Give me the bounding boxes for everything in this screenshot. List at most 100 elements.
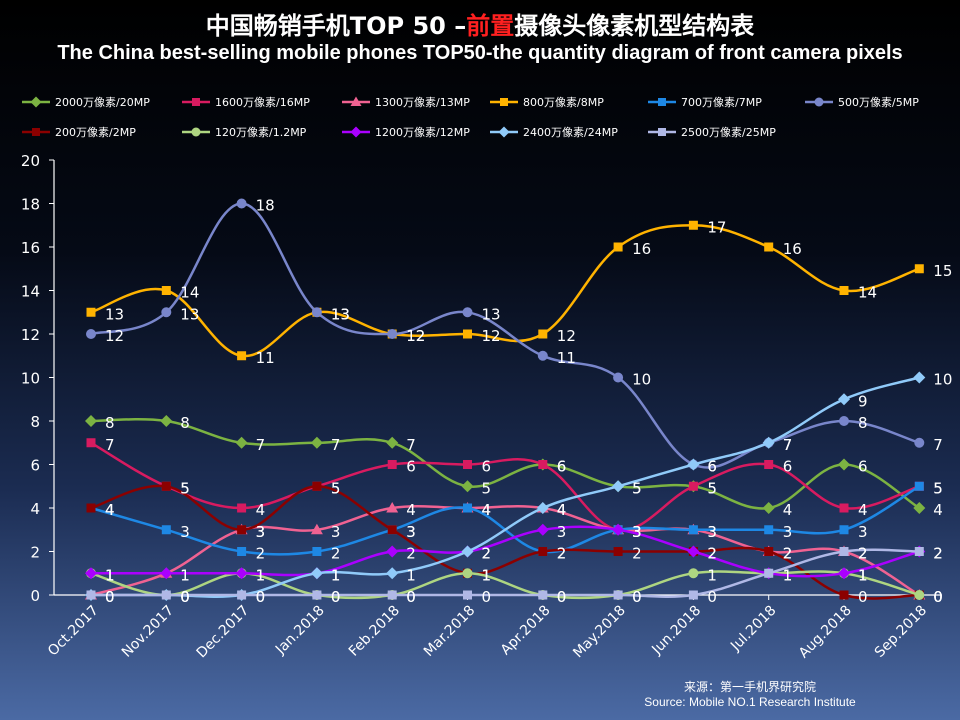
data-label: 3 bbox=[632, 523, 642, 541]
data-label: 6 bbox=[557, 458, 567, 476]
data-label: 5 bbox=[933, 479, 943, 497]
data-label: 4 bbox=[933, 501, 943, 519]
data-label: 12 bbox=[406, 327, 425, 345]
series bbox=[86, 438, 924, 535]
data-point bbox=[85, 567, 97, 580]
data-point bbox=[914, 481, 924, 491]
legend-swatch-marker bbox=[658, 98, 666, 106]
data-point bbox=[538, 590, 548, 600]
data-point bbox=[762, 502, 775, 514]
legend-item: 200万像素/2MP bbox=[22, 126, 136, 139]
data-point bbox=[235, 567, 248, 580]
data-label: 0 bbox=[406, 588, 416, 606]
legend-label: 800万像素/8MP bbox=[523, 96, 604, 109]
data-label: 0 bbox=[180, 588, 190, 606]
legend-swatch-marker bbox=[350, 96, 362, 106]
data-point bbox=[914, 590, 925, 600]
data-point bbox=[839, 286, 849, 295]
data-label: 4 bbox=[256, 501, 266, 519]
chart-title: 中国畅销手机TOP 50 –前置摄像头像素机型结构表 bbox=[0, 6, 960, 41]
data-point bbox=[161, 481, 171, 491]
data-point bbox=[687, 458, 700, 471]
legend-item: 2400万像素/24MP bbox=[490, 126, 618, 139]
data-label: 12 bbox=[557, 327, 576, 345]
data-label: 6 bbox=[858, 458, 868, 476]
data-label: 7 bbox=[783, 436, 793, 454]
x-tick-label: Sep.2018 bbox=[872, 603, 930, 661]
data-label: 3 bbox=[632, 523, 642, 541]
y-tick-label: 10 bbox=[21, 370, 40, 388]
legend-swatch-marker bbox=[192, 98, 200, 106]
data-point bbox=[86, 307, 96, 317]
x-tick-label: Aug.2018 bbox=[796, 603, 855, 662]
data-label: 3 bbox=[858, 523, 868, 541]
data-label: 3 bbox=[406, 523, 416, 541]
data-label: 16 bbox=[783, 240, 802, 258]
data-label: 6 bbox=[557, 458, 567, 476]
data-point bbox=[839, 525, 849, 535]
data-label: 13 bbox=[105, 305, 124, 323]
data-point bbox=[537, 350, 548, 361]
data-label: 8 bbox=[105, 414, 115, 432]
data-point bbox=[838, 458, 850, 471]
data-point bbox=[612, 523, 625, 536]
data-point bbox=[613, 590, 623, 600]
data-point bbox=[764, 547, 774, 556]
data-point bbox=[463, 503, 472, 513]
data-label: 7 bbox=[256, 436, 266, 454]
data-label: 2 bbox=[406, 545, 416, 563]
data-label: 0 bbox=[256, 588, 266, 606]
data-label: 18 bbox=[256, 197, 275, 215]
data-point bbox=[538, 329, 548, 339]
data-label: 11 bbox=[557, 349, 576, 367]
y-tick-label: 0 bbox=[30, 587, 40, 605]
data-label: 4 bbox=[406, 501, 416, 519]
x-tick-label: May.2018 bbox=[570, 603, 629, 662]
data-label: 5 bbox=[180, 479, 190, 497]
data-label: 6 bbox=[707, 458, 717, 476]
data-point bbox=[237, 590, 247, 600]
y-tick-label: 4 bbox=[30, 500, 40, 518]
data-label: 5 bbox=[632, 479, 642, 497]
x-tick-label: Apr.2018 bbox=[498, 603, 554, 659]
data-label: 4 bbox=[557, 501, 567, 519]
data-point bbox=[387, 329, 398, 339]
legend-label: 700万像素/7MP bbox=[681, 96, 762, 109]
data-label: 5 bbox=[180, 479, 190, 497]
data-label: 7 bbox=[331, 436, 341, 454]
data-point bbox=[613, 242, 623, 252]
x-tick-label: Oct.2017 bbox=[45, 603, 102, 660]
data-label: 0 bbox=[406, 588, 416, 606]
data-point bbox=[613, 547, 623, 556]
data-point bbox=[462, 568, 473, 579]
data-label: 0 bbox=[707, 588, 717, 606]
data-point bbox=[386, 436, 399, 449]
data-label: 4 bbox=[482, 501, 492, 519]
data-point bbox=[688, 481, 698, 491]
data-point bbox=[387, 525, 397, 535]
data-point bbox=[161, 286, 171, 295]
data-label: 3 bbox=[256, 523, 266, 541]
series-lines bbox=[85, 198, 926, 601]
data-label: 1 bbox=[482, 566, 492, 584]
data-point bbox=[386, 545, 399, 558]
data-point bbox=[86, 438, 96, 448]
data-label: 4 bbox=[482, 501, 492, 519]
data-point bbox=[538, 547, 548, 556]
data-label: 2 bbox=[482, 545, 492, 563]
data-label: 10 bbox=[632, 371, 651, 389]
data-point bbox=[688, 590, 698, 600]
data-label: 1 bbox=[783, 566, 793, 584]
data-point bbox=[161, 525, 171, 535]
data-point bbox=[764, 568, 774, 578]
legend-item: 700万像素/7MP bbox=[648, 96, 762, 109]
legend-item: 2000万像素/20MP bbox=[22, 96, 150, 109]
data-label: 5 bbox=[482, 479, 492, 497]
data-point bbox=[86, 590, 96, 600]
data-point bbox=[461, 480, 474, 493]
data-label: 4 bbox=[783, 501, 793, 519]
data-label: 5 bbox=[707, 479, 717, 497]
y-tick-label: 20 bbox=[21, 152, 40, 170]
data-point bbox=[687, 545, 700, 558]
data-label: 0 bbox=[256, 588, 266, 606]
